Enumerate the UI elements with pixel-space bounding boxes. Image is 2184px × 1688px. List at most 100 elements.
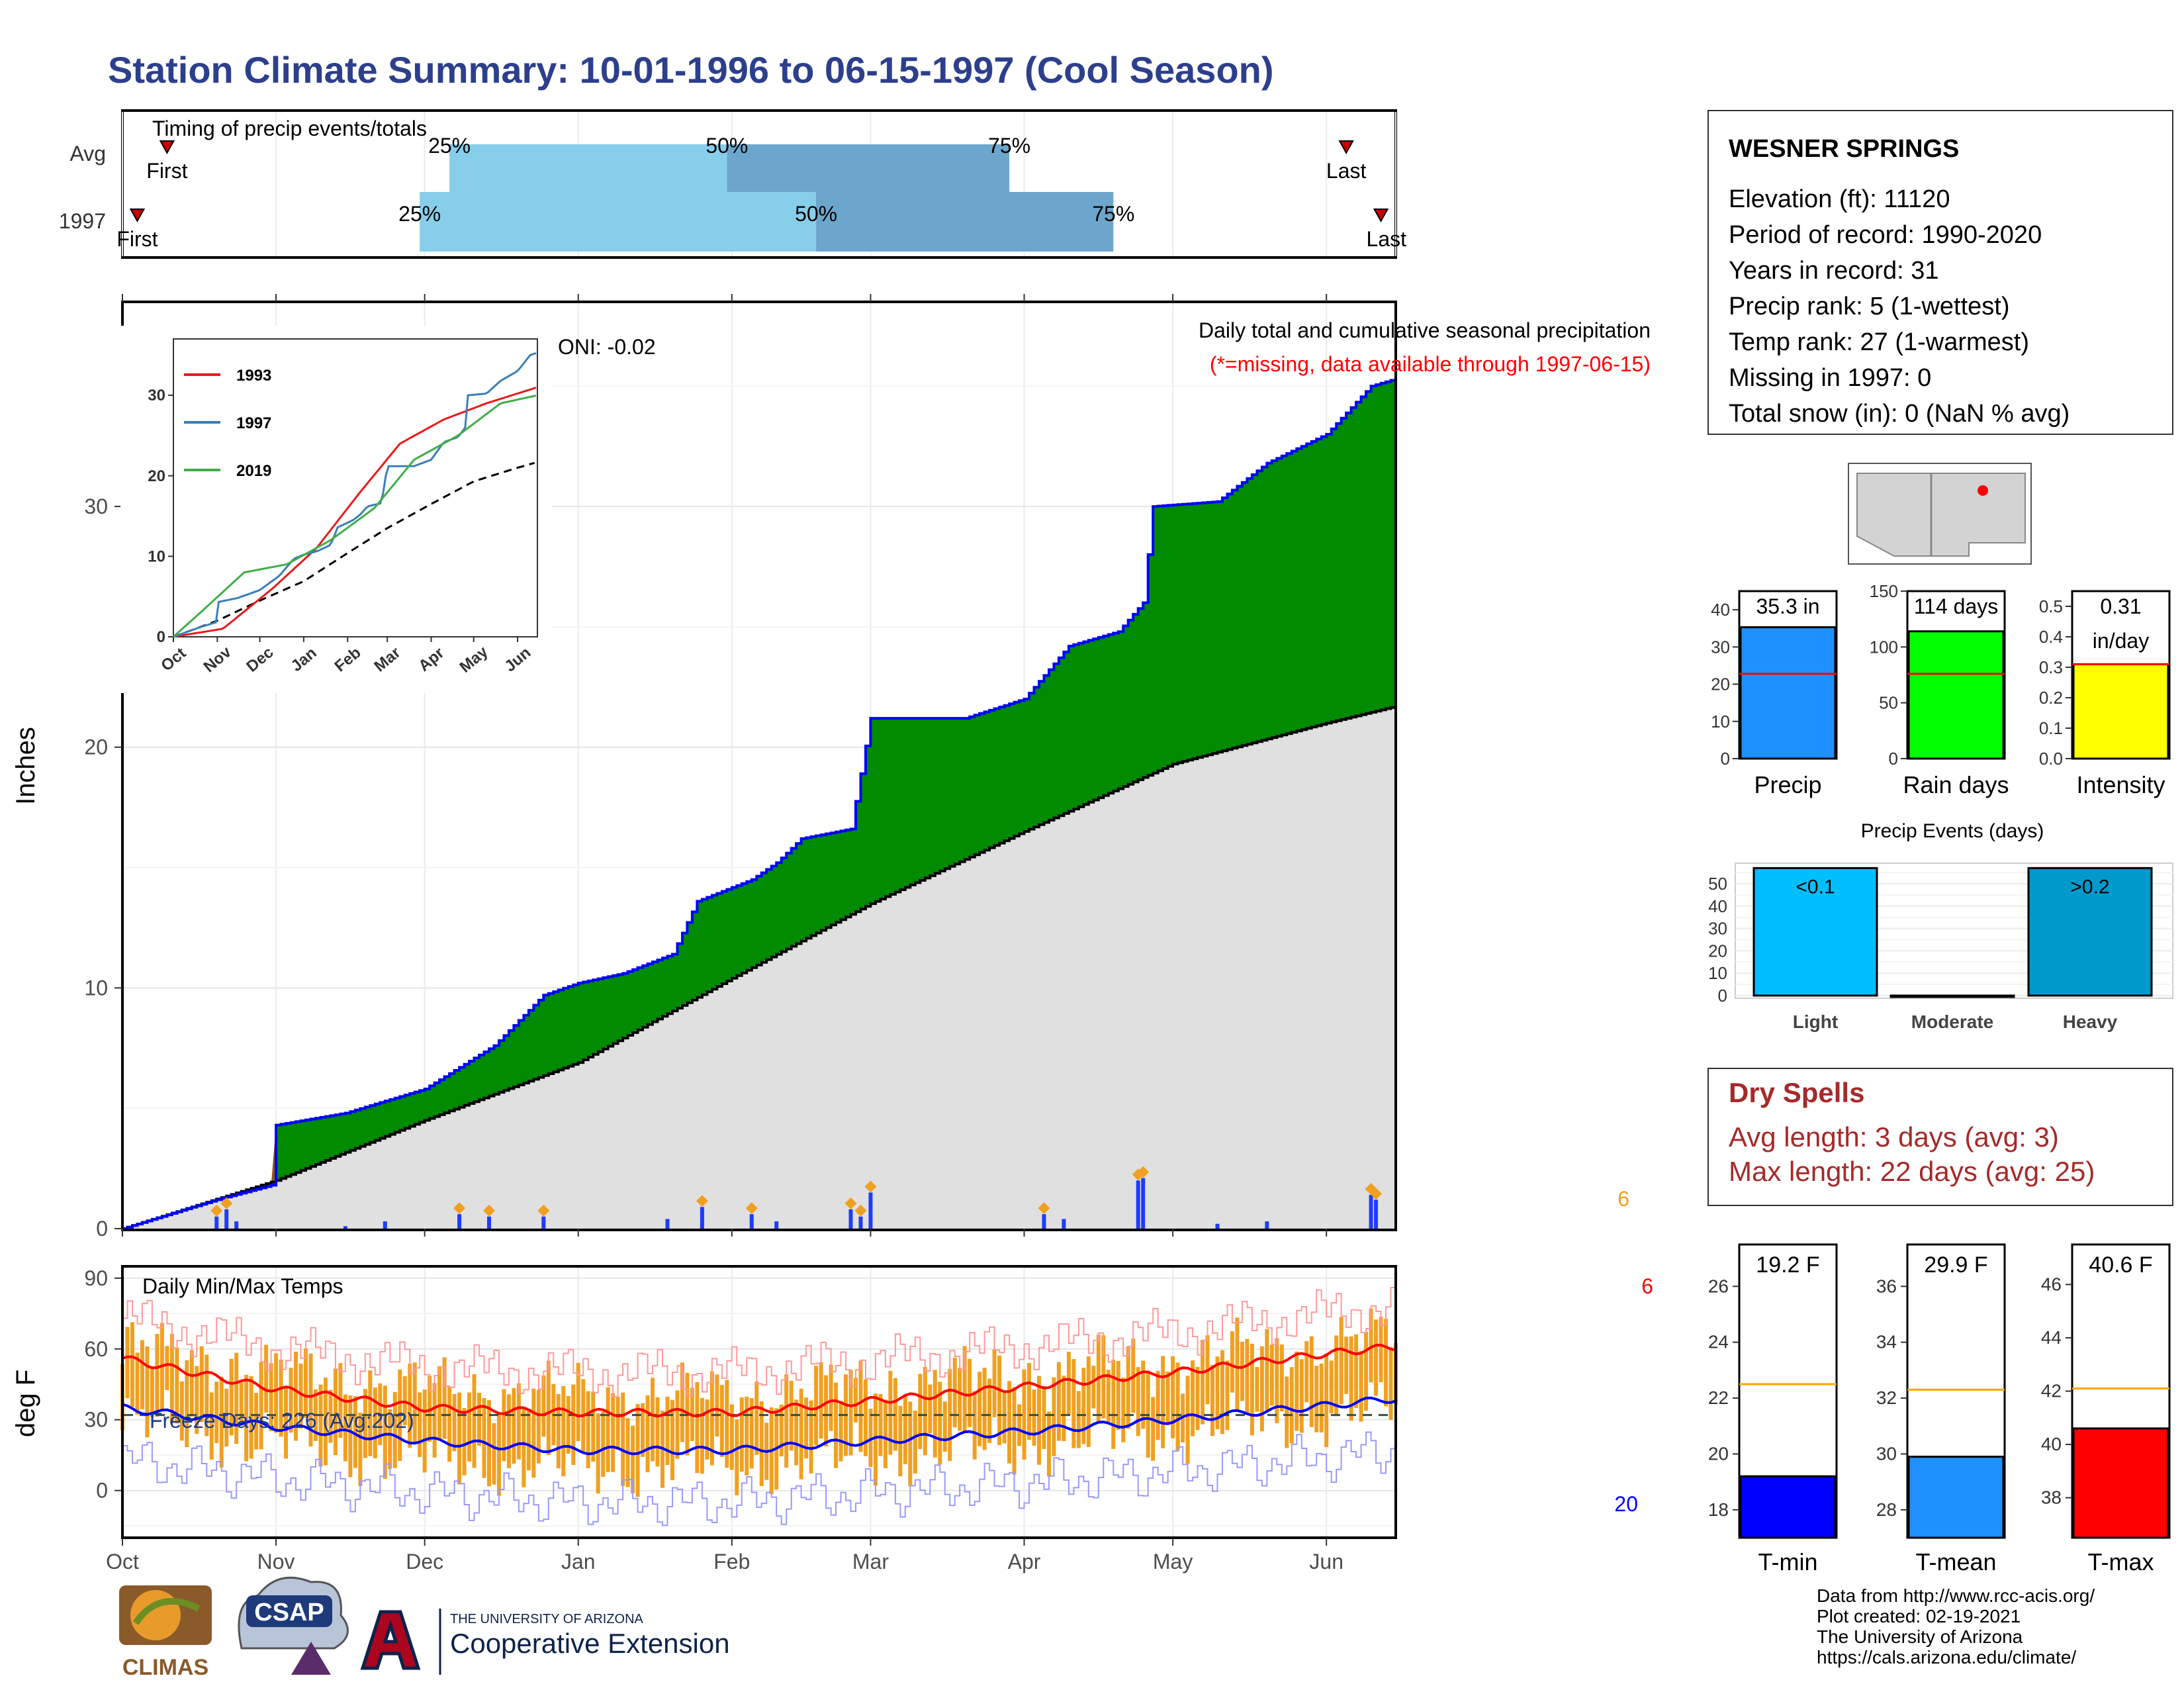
daily-temp-bar <box>596 1413 600 1494</box>
daily-temp-bar <box>1062 1376 1066 1442</box>
daily-temp-bar <box>294 1351 298 1441</box>
daily-temp-bar <box>358 1413 363 1487</box>
daily-temp-bar <box>784 1374 789 1468</box>
station-line: Precip rank: 5 (1-wettest) <box>1729 293 2009 320</box>
mini-bar-label: Precip <box>1754 771 1821 798</box>
daily-temp-bar <box>1076 1391 1081 1448</box>
first-event-marker <box>159 140 175 155</box>
mini-bar-chart: 114 days 0 50 100 150 Rain days <box>1870 581 2009 798</box>
daily-temp-bar <box>655 1397 660 1467</box>
mini-bar-tick-label: 0 <box>1889 749 1898 769</box>
arizona-shape <box>1856 473 1932 557</box>
daily-temp-bar <box>858 1360 863 1452</box>
observed-cumulative-line <box>122 379 1397 1230</box>
precip-y-tick-label: 10 <box>84 976 108 1000</box>
month-label: Apr <box>1008 1550 1041 1573</box>
daily-temp-bar <box>804 1397 809 1459</box>
daily-temp-bar <box>125 1327 130 1399</box>
daily-temp-bar <box>715 1374 719 1437</box>
events-title: Precip Events (days) <box>1861 820 2044 842</box>
daily-temp-bar <box>1161 1356 1165 1448</box>
temp-bar-tick-label: 38 <box>2041 1487 2062 1508</box>
record-max-line <box>122 1287 1396 1397</box>
daily-temp-bar <box>472 1374 477 1468</box>
daily-temp-bar <box>606 1387 610 1472</box>
daily-temp-bar <box>323 1378 328 1466</box>
snow-marker <box>854 1204 867 1217</box>
daily-precip-bar <box>1062 1219 1066 1229</box>
daily-temp-bar <box>1086 1356 1091 1447</box>
mini-bar-tick-label: 0.1 <box>2039 718 2063 738</box>
event-bar-label: >0.2 <box>2070 876 2109 898</box>
mini-bar-tick-label: 50 <box>1879 693 1898 713</box>
temp-y-tick-label: 30 <box>84 1408 108 1432</box>
temp-bar-label: T-min <box>1758 1548 1818 1575</box>
temp-bar-value <box>1907 1456 2005 1539</box>
timing-p25-label: 25% <box>398 202 441 226</box>
daily-temp-bar <box>1171 1356 1175 1438</box>
precip-y-label: Inches <box>11 727 40 805</box>
timing-p75-label: 75% <box>988 134 1030 158</box>
daily-temp-bar <box>512 1387 516 1464</box>
dry-spells-title: Dry Spells <box>1729 1077 1864 1108</box>
csap-text: CSAP <box>254 1599 324 1626</box>
temp-frame <box>121 1265 1397 1539</box>
daily-temp-bar <box>968 1358 972 1427</box>
daily-temp-bar <box>1081 1368 1086 1444</box>
daily-temp-bar <box>526 1409 531 1471</box>
daily-temp-bar <box>621 1392 625 1486</box>
inset-series-line <box>173 395 537 638</box>
mini-bar-value <box>2072 663 2169 760</box>
daily-temp-bar <box>130 1322 134 1407</box>
oni-label: ONI: -0.02 <box>558 335 656 359</box>
daily-temp-bar <box>1151 1397 1156 1461</box>
month-label: Nov <box>257 1550 295 1573</box>
mini-bar-label: Rain days <box>1903 771 2009 798</box>
snow-marker <box>453 1202 466 1215</box>
timing-p25-label: 25% <box>428 134 471 158</box>
daily-temp-bar <box>779 1404 784 1457</box>
daily-temp-bar <box>1230 1331 1234 1393</box>
events-tick-label: 20 <box>1708 941 1727 961</box>
daily-temp-bar <box>1022 1369 1026 1460</box>
daily-temp-bar <box>244 1374 249 1462</box>
daily-temp-bar <box>1245 1338 1250 1415</box>
mini-bar-tick-label: 40 <box>1711 600 1730 620</box>
daily-temp-bar <box>997 1355 1002 1446</box>
daily-temp-bar <box>1304 1341 1309 1403</box>
precip-frame <box>121 301 1397 1231</box>
temp-bar-tick-label: 28 <box>1876 1499 1897 1520</box>
daily-temp-bar <box>1165 1371 1170 1423</box>
daily-precip-bar <box>858 1216 863 1229</box>
daily-precip-bar <box>1215 1223 1220 1229</box>
temp-bar-tick-label: 40 <box>2041 1434 2062 1454</box>
daily-temp-bar <box>561 1385 566 1477</box>
timing-caption: Timing of precip events/totals <box>152 117 427 140</box>
daily-temp-bar <box>586 1391 590 1469</box>
timing-row-avg: Avg <box>69 142 106 165</box>
snow-marker <box>537 1204 550 1217</box>
daily-temp-bar <box>848 1370 853 1456</box>
dry-spells-box: Dry Spells Avg length: 3 days (avg: 3) M… <box>1707 1068 2173 1206</box>
daily-temp-bar <box>958 1368 962 1431</box>
mini-bar-value-label: 114 days <box>1914 594 1999 618</box>
daily-precip-bar <box>665 1219 670 1229</box>
daily-temp-bar <box>591 1391 596 1462</box>
events-tick-label: 0 <box>1718 986 1727 1006</box>
daily-precip-bar <box>1141 1178 1146 1229</box>
daily-temp-bar <box>735 1419 739 1495</box>
daily-temp-bar <box>279 1359 283 1437</box>
mini-bar-label: Intensity <box>2076 771 2165 798</box>
daily-temp-bar <box>412 1362 417 1444</box>
temp-bar-value <box>1739 1475 1837 1539</box>
daily-temp-bar <box>1007 1381 1012 1464</box>
inset-legend-label: 1993 <box>236 367 271 385</box>
daily-temp-bar <box>749 1398 754 1469</box>
daily-temp-bar <box>308 1353 313 1447</box>
footer-line: https://cals.arizona.edu/climate/ <box>1817 1647 2076 1667</box>
summary-bar-charts: 35.3 in 0 10 20 30 40 Precip 114 days 0 50 100 150 R… <box>1711 581 2171 798</box>
event-bar <box>2027 867 2153 997</box>
mini-bar-tick-label: 0.5 <box>2039 596 2063 616</box>
daily-temp-bar <box>1111 1360 1116 1449</box>
